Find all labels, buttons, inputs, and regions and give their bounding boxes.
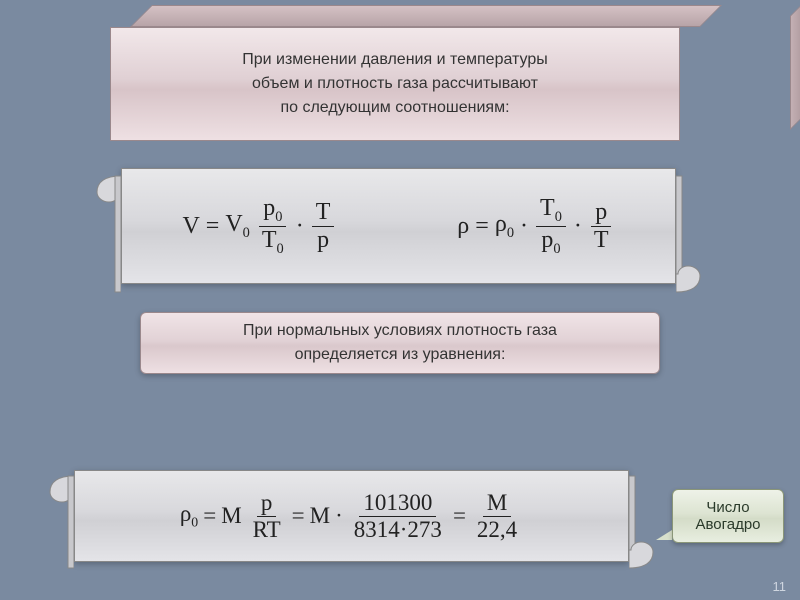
title-bar-normal-conditions: При нормальных условиях плотность газа о… [140, 312, 660, 374]
callout-tail [656, 530, 672, 540]
formula-volume: V = V0 p0 T0 · T p [182, 195, 336, 257]
formula-density-normal: ρ0 = M p RT = M · 101300 8314·273 = M 22… [180, 490, 523, 542]
formula-panel-1: V = V0 p0 T0 · T p ρ = ρ0 · T0 p0 · [95, 168, 702, 284]
f2-frac2: p T [590, 199, 613, 253]
f2-rho0: ρ0 [495, 211, 514, 242]
formula-density: ρ = ρ0 · T0 p0 · p T [457, 195, 614, 257]
avogadro-callout: Число Авогадро [672, 489, 784, 543]
callout-line-1: Число [706, 499, 749, 516]
f3-frac1: p RT [249, 490, 285, 542]
f3-M1: M [221, 503, 241, 529]
title2-line-1: При нормальных условиях плотность газа [243, 319, 557, 343]
f3-eq1: = [203, 503, 216, 529]
f3-eq3: = [453, 503, 466, 529]
f3-dot: · [335, 503, 343, 529]
formula-panel-1-body: V = V0 p0 T0 · T p ρ = ρ0 · T0 p0 · [121, 168, 676, 284]
f3-eq2: = [292, 503, 305, 529]
f2-eq: = [475, 213, 489, 240]
f2-lhs: ρ [457, 213, 469, 240]
f1-frac2: T p [312, 199, 335, 253]
scroll-left-roll [95, 168, 121, 284]
header-3d-box: При изменении давления и температуры объ… [110, 5, 680, 140]
scroll-right-roll-2 [629, 470, 655, 562]
f1-eq: = [206, 213, 220, 240]
f3-frac2: 101300 8314·273 [350, 490, 446, 542]
formula-panel-2: ρ0 = M p RT = M · 101300 8314·273 = M 22… [48, 470, 655, 562]
callout-line-2: Авогадро [695, 516, 760, 533]
header-line-1: При изменении давления и температуры [242, 48, 548, 72]
formula-panel-2-body: ρ0 = M p RT = M · 101300 8314·273 = M 22… [74, 470, 629, 562]
f1-frac1: p0 T0 [258, 195, 288, 257]
f1-dot: · [296, 213, 304, 240]
f1-V0: V0 [225, 211, 250, 242]
header-line-2: объем и плотность газа рассчитывают [252, 72, 538, 96]
f2-frac1: T0 p0 [536, 195, 566, 257]
scroll-right-roll [676, 168, 702, 284]
header-line-3: по следующим соотношениям: [280, 96, 509, 120]
scroll-left-roll-2 [48, 470, 74, 562]
f1-lhs: V [182, 213, 199, 240]
header-front-face: При изменении давления и температуры объ… [110, 27, 680, 141]
box3d-top-face [130, 5, 722, 27]
box3d-side-face [790, 0, 800, 130]
f2-dot1: · [520, 213, 528, 240]
f3-M2: M [310, 503, 330, 529]
f3-lhs: ρ0 [180, 501, 198, 531]
f2-dot2: · [574, 213, 582, 240]
title2-line-2: определяется из уравнения: [295, 343, 506, 367]
f3-frac3: M 22,4 [473, 490, 521, 542]
page-number: 11 [773, 579, 787, 594]
